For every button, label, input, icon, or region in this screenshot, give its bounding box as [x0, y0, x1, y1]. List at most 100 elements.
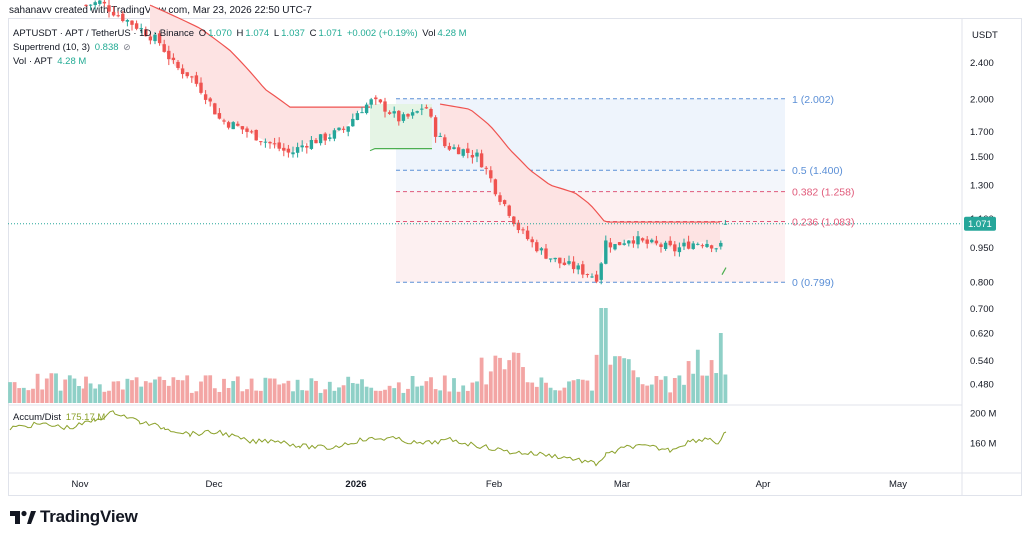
supertrend-label: Supertrend (10, 3): [13, 42, 91, 53]
candle-body: [590, 276, 594, 278]
supertrend-down-2-fill: [440, 104, 720, 277]
candle-body: [659, 244, 663, 247]
candle-body: [314, 139, 318, 144]
accum-legend[interactable]: Accum/Dist 175.17 M: [13, 412, 107, 423]
candle-body: [631, 240, 636, 244]
candle-body: [231, 122, 235, 130]
volume-bar: [498, 357, 502, 403]
candle-body: [351, 118, 355, 127]
candle-body: [268, 141, 272, 144]
symbol-title[interactable]: APTUSDT · APT / TetherUS · 1D · Binance: [13, 28, 195, 39]
candle-body: [571, 261, 576, 270]
fib-level-label: 0 (0.799): [792, 277, 834, 289]
volume-bar: [72, 378, 77, 403]
candle-body: [406, 113, 410, 117]
currency-label: USDT: [972, 30, 998, 41]
volume-bar: [714, 373, 719, 403]
volume-bar: [521, 367, 525, 403]
candle-body: [162, 44, 166, 52]
candle-body: [180, 68, 185, 75]
volume-bar: [548, 387, 553, 403]
symbol-legend: APTUSDT · APT / TetherUS · 1D · Binance …: [13, 28, 469, 39]
volume-bar: [465, 390, 470, 403]
volume-bar: [84, 376, 88, 403]
candle-body: [84, 4, 88, 6]
supertrend-down-1-line: [149, 4, 370, 108]
volume-bar: [199, 381, 203, 403]
volume-bar: [700, 375, 705, 403]
candle-body: [323, 133, 327, 141]
candle-body: [544, 248, 548, 259]
candle-body: [498, 195, 502, 202]
volume-bar: [718, 333, 723, 403]
candle-body: [489, 170, 493, 179]
candle-body: [318, 134, 323, 144]
candle-body: [364, 104, 369, 114]
volume-bar: [645, 385, 650, 403]
candle-body: [613, 244, 617, 250]
tradingview-logo[interactable]: TradingView: [10, 507, 138, 527]
candle-body: [452, 147, 456, 150]
volume-bar: [599, 308, 604, 403]
volume-bar: [557, 390, 562, 403]
close-value: 1.071: [318, 28, 343, 39]
candle-body: [443, 137, 447, 147]
volume-bar: [212, 388, 217, 403]
volume-bar: [314, 380, 318, 403]
volume-bar: [93, 388, 98, 403]
volume-bar: [663, 376, 668, 403]
volume-bar: [691, 373, 696, 403]
candle-body: [254, 129, 258, 141]
candle-body: [562, 262, 567, 266]
candle-body: [705, 243, 709, 247]
volume-bar: [392, 388, 397, 403]
candle-body: [226, 122, 231, 128]
supertrend-down-1-fill: [150, 5, 370, 154]
volume-bar: [222, 378, 226, 403]
supertrend-up-line: [369, 148, 432, 152]
volume-bar: [415, 386, 420, 403]
eye-off-icon[interactable]: ⊘: [123, 42, 131, 52]
candle-body: [263, 141, 268, 143]
candle-body: [102, 1, 107, 4]
time-tick-label: Nov: [72, 479, 89, 490]
volume-bar: [148, 382, 153, 403]
volume-bar: [268, 378, 272, 403]
candle-body: [691, 243, 695, 249]
candle-body: [157, 33, 162, 44]
volume-bar: [102, 391, 107, 403]
volume-bar: [470, 382, 475, 403]
candle-body: [213, 103, 217, 115]
volume-bar: [677, 375, 682, 403]
candle-body: [668, 240, 672, 246]
candle-body: [360, 112, 364, 114]
volume-bar: [585, 380, 590, 403]
candle-body: [245, 128, 249, 132]
volume-bar: [640, 384, 645, 403]
supertrend-legend[interactable]: Supertrend (10, 3) 0.838 ⊘: [13, 42, 133, 53]
price-tick-label: 0.700: [970, 304, 994, 315]
candle-body: [627, 240, 631, 244]
volume-bar: [240, 391, 245, 403]
volume-bar: [176, 379, 180, 403]
candle-body: [369, 99, 373, 105]
candle-body: [433, 117, 438, 137]
volume-bar: [286, 380, 291, 403]
volume-bar: [360, 379, 364, 403]
low-label: L: [273, 28, 280, 39]
volume-bar: [111, 381, 116, 403]
candle-body: [548, 258, 553, 260]
volume-bar: [346, 376, 351, 403]
volume-bar: [562, 387, 567, 403]
candle-body: [107, 5, 111, 12]
volume-bar: [300, 390, 305, 403]
volume-bar: [369, 387, 374, 403]
volume-bar: [452, 378, 456, 403]
volume-bar: [12, 382, 17, 403]
volume-bar: [355, 383, 360, 403]
candle-body: [429, 109, 433, 117]
candle-body: [176, 61, 180, 68]
volume-legend[interactable]: Vol · APT 4.28 M: [13, 56, 88, 67]
price-tick-label: 0.540: [970, 356, 994, 367]
